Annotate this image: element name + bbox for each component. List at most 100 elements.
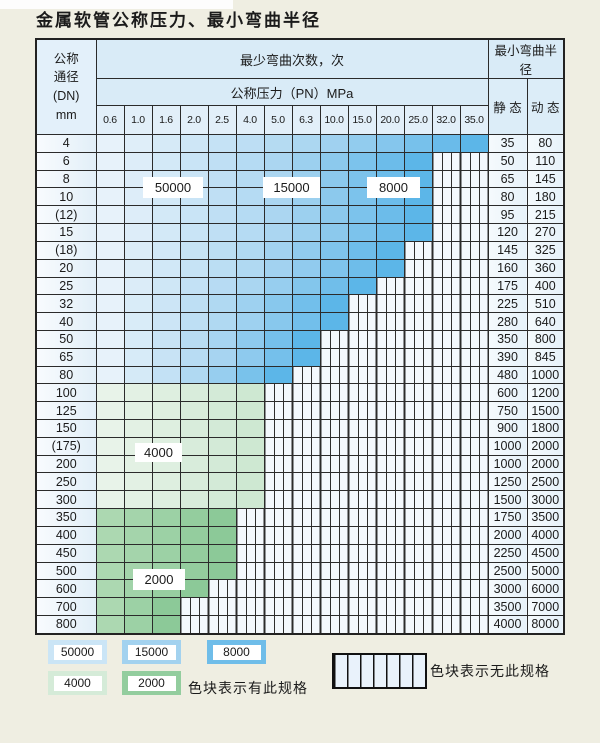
static-radius-cell: 50 (487, 151, 528, 171)
spec-cell (151, 419, 181, 438)
spec-cell (207, 401, 237, 420)
static-radius-cell: 1000 (487, 436, 528, 456)
static-radius-cell: 1750 (487, 508, 528, 527)
no-spec-cell (347, 490, 377, 510)
no-spec-cell (375, 543, 405, 563)
spec-cell (235, 151, 265, 171)
scan-white-strip (0, 0, 233, 9)
static-radius-cell: 280 (487, 312, 528, 331)
spec-cell (151, 205, 181, 225)
static-radius-cell: 1500 (487, 490, 528, 510)
no-spec-cell (431, 472, 461, 492)
table-row: 250 1250 2500 (35, 472, 565, 492)
dn-cell: 700 (35, 597, 97, 616)
static-radius-cell: 160 (487, 258, 528, 278)
spec-cell (95, 579, 125, 599)
spec-cell (263, 223, 293, 242)
spec-cell (179, 579, 209, 599)
dynamic-radius-cell: 110 (526, 151, 565, 171)
dynamic-radius-cell: 2000 (526, 454, 565, 474)
no-spec-cell (403, 365, 433, 385)
spec-cell (319, 187, 349, 207)
cycle-count-label: 2000 (133, 569, 185, 590)
no-spec-cell (207, 614, 237, 635)
spec-cell (151, 472, 181, 492)
spec-cell (347, 223, 377, 242)
spec-cell (235, 276, 265, 296)
no-spec-cell (375, 365, 405, 385)
page-title: 金属软管公称压力、最小弯曲半径 (36, 11, 321, 31)
dynamic-radius-cell: 800 (526, 329, 565, 349)
static-radius-cell: 2000 (487, 525, 528, 545)
spec-cell (179, 223, 209, 242)
static-radius-cell: 65 (487, 169, 528, 189)
no-spec-cell (319, 561, 349, 581)
dynamic-radius-cell: 270 (526, 223, 565, 242)
pressure-col-header: 35.0 (459, 105, 489, 135)
no-spec-cell (179, 597, 209, 616)
no-spec-cell (431, 258, 461, 278)
static-radius-cell: 120 (487, 223, 528, 242)
spec-cell (263, 276, 293, 296)
spec-cell (151, 401, 181, 420)
spec-table-wrap: 公称 通径 (DN) mm 最少弯曲次数，次 最小弯曲半径 公称压力（PN）MP… (35, 38, 566, 635)
spec-cell (347, 151, 377, 171)
no-spec-cell (291, 436, 321, 456)
spec-cell (207, 490, 237, 510)
dynamic-radius-cell: 5000 (526, 561, 565, 581)
no-spec-cell (459, 169, 489, 189)
dn-cell: 32 (35, 294, 97, 314)
no-spec-cell (431, 579, 461, 599)
static-radius-cell: 4000 (487, 614, 528, 635)
no-spec-cell (375, 490, 405, 510)
legend-swatch-50000: 50000 (48, 640, 107, 664)
spec-cell (151, 365, 181, 385)
spec-cell (123, 525, 153, 545)
spec-cell (95, 597, 125, 616)
spec-cell (291, 294, 321, 314)
no-spec-cell (375, 597, 405, 616)
no-spec-cell (235, 614, 265, 635)
spec-cell (375, 223, 405, 242)
spec-cell (123, 312, 153, 331)
spec-cell (123, 151, 153, 171)
spec-cell (95, 329, 125, 349)
spec-cell (291, 134, 321, 153)
dn-cell: 800 (35, 614, 97, 635)
no-spec-cell (319, 508, 349, 527)
dn-cell: (12) (35, 205, 97, 225)
spec-cell (151, 508, 181, 527)
static-radius-cell: 145 (487, 240, 528, 260)
spec-cell (235, 223, 265, 242)
no-spec-cell (459, 614, 489, 635)
no-spec-cell (431, 490, 461, 510)
no-spec-cell (431, 614, 461, 635)
spec-cell (207, 294, 237, 314)
cycles-header: 最少弯曲次数，次 (95, 38, 489, 79)
no-spec-cell (319, 472, 349, 492)
spec-cell (263, 347, 293, 367)
no-spec-cell (291, 419, 321, 438)
spec-cell (95, 436, 125, 456)
radius-header: 最小弯曲半径 (487, 38, 565, 79)
spec-cell (151, 134, 181, 153)
no-spec-cell (459, 365, 489, 385)
legend-swatch-label: 2000 (127, 675, 176, 691)
dn-cell: 125 (35, 401, 97, 420)
spec-cell (235, 347, 265, 367)
no-spec-cell (375, 454, 405, 474)
spec-cell (235, 187, 265, 207)
spec-cell (207, 240, 237, 260)
no-spec-cell (291, 472, 321, 492)
no-spec-cell (263, 490, 293, 510)
dynamic-radius-cell: 180 (526, 187, 565, 207)
spec-cell (207, 205, 237, 225)
no-spec-cell (375, 329, 405, 349)
spec-cell (123, 240, 153, 260)
spec-cell (123, 508, 153, 527)
table-row: 65 390 845 (35, 347, 565, 367)
legend-swatch-8000: 8000 (207, 640, 266, 664)
corner-line: 通径 (53, 70, 79, 85)
spec-cell (151, 490, 181, 510)
no-spec-cell (263, 579, 293, 599)
